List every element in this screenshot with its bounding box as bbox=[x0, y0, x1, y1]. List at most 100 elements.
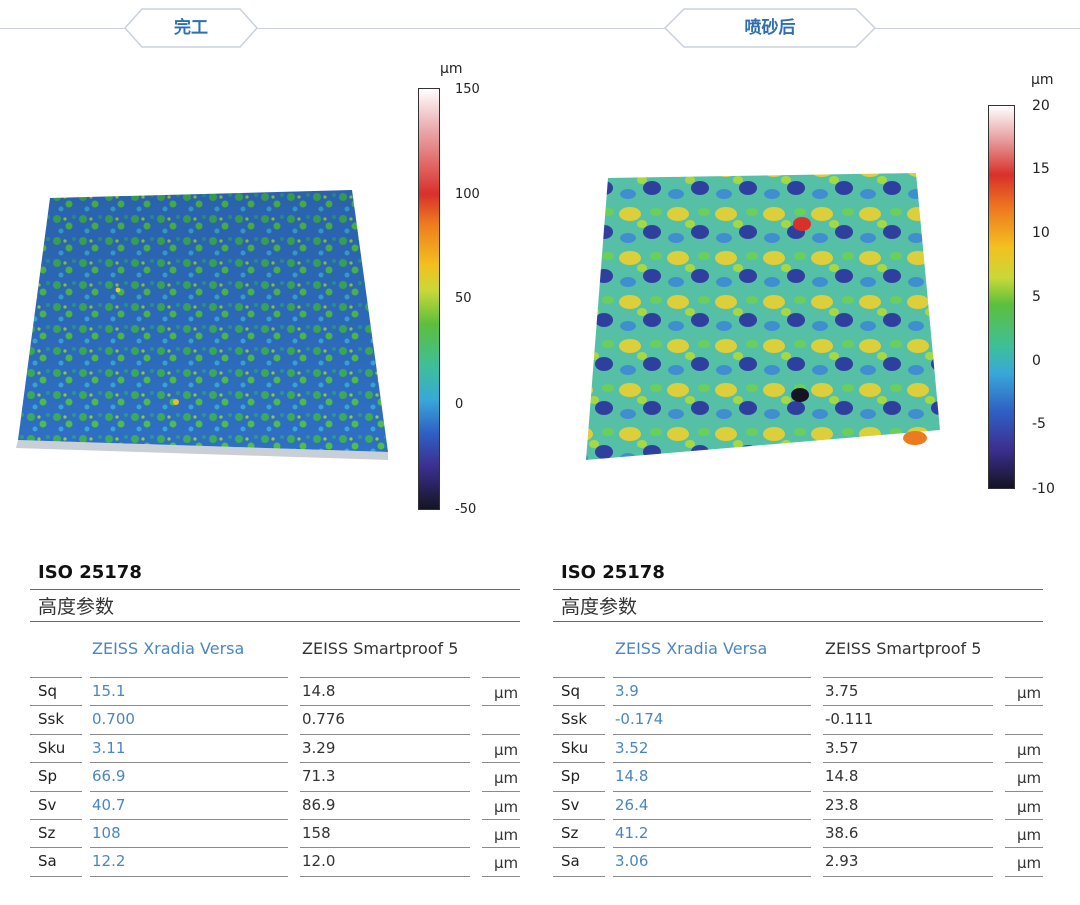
colorbar-tick-right-0: 0 bbox=[1032, 353, 1041, 369]
row-rule bbox=[482, 819, 520, 820]
row-rule bbox=[823, 819, 993, 820]
row-rule bbox=[300, 677, 470, 678]
unit-label: μm bbox=[1017, 798, 1042, 816]
value-xradia: 15.1 bbox=[92, 682, 126, 700]
param-name: Sz bbox=[561, 824, 579, 842]
param-name: Sa bbox=[38, 852, 57, 870]
value-smartproof: 3.75 bbox=[825, 682, 859, 700]
param-name: Sz bbox=[38, 824, 56, 842]
row-rule bbox=[613, 734, 811, 735]
row-rule bbox=[1005, 876, 1043, 877]
row-rule bbox=[553, 734, 605, 735]
header-rule-middle bbox=[252, 28, 670, 29]
row-rule bbox=[1005, 819, 1043, 820]
colorbar-tick-left-150: 150 bbox=[455, 82, 480, 97]
value-xradia: 40.7 bbox=[92, 796, 126, 814]
row-rule bbox=[482, 762, 520, 763]
param-name: Sv bbox=[561, 796, 580, 814]
row-rule bbox=[1005, 734, 1043, 735]
row-rule bbox=[823, 847, 993, 848]
row-rule bbox=[90, 705, 288, 706]
row-rule bbox=[613, 876, 811, 877]
row-rule bbox=[482, 734, 520, 735]
column-header-smartproof: ZEISS Smartproof 5 bbox=[302, 639, 459, 658]
row-rule bbox=[30, 705, 82, 706]
value-smartproof: 38.6 bbox=[825, 824, 859, 842]
divider bbox=[30, 621, 520, 622]
divider bbox=[30, 589, 520, 590]
unit-label: μm bbox=[494, 826, 519, 844]
colorbar-tick-right-15: 15 bbox=[1032, 161, 1050, 177]
value-smartproof: 23.8 bbox=[825, 796, 859, 814]
row-rule bbox=[300, 819, 470, 820]
row-rule bbox=[613, 847, 811, 848]
value-xradia: 108 bbox=[92, 824, 121, 842]
param-name: Ssk bbox=[38, 710, 65, 728]
unit-label: μm bbox=[494, 741, 519, 759]
row-rule bbox=[300, 847, 470, 848]
unit-label: μm bbox=[494, 684, 519, 702]
row-rule bbox=[30, 791, 82, 792]
tag-finished-label: 完工 bbox=[174, 18, 208, 38]
row-rule bbox=[482, 705, 520, 706]
divider bbox=[553, 621, 1043, 622]
iso-standard-title: ISO 25178 bbox=[38, 562, 142, 583]
colorbar-tick-right-10: 10 bbox=[1032, 225, 1050, 241]
row-rule bbox=[300, 705, 470, 706]
unit-label: μm bbox=[1017, 684, 1042, 702]
section-subtitle: 高度参数 bbox=[561, 596, 638, 618]
row-rule bbox=[30, 819, 82, 820]
colorbar-right bbox=[988, 105, 1015, 489]
value-xradia: 12.2 bbox=[92, 852, 126, 870]
row-rule bbox=[482, 876, 520, 877]
surface-image-finished bbox=[0, 170, 400, 470]
value-xradia: 0.700 bbox=[92, 710, 135, 728]
row-rule bbox=[553, 677, 605, 678]
row-rule bbox=[300, 762, 470, 763]
row-rule bbox=[482, 791, 520, 792]
iso-standard-title: ISO 25178 bbox=[561, 562, 665, 583]
row-rule bbox=[482, 677, 520, 678]
row-rule bbox=[90, 791, 288, 792]
row-rule bbox=[613, 819, 811, 820]
row-rule bbox=[30, 734, 82, 735]
value-smartproof: 3.29 bbox=[302, 739, 336, 757]
row-rule bbox=[613, 677, 811, 678]
row-rule bbox=[553, 762, 605, 763]
param-name: Sku bbox=[38, 739, 66, 757]
value-xradia: 3.06 bbox=[615, 852, 649, 870]
row-rule bbox=[1005, 705, 1043, 706]
colorbar-unit-right: μm bbox=[1031, 72, 1054, 88]
row-rule bbox=[823, 876, 993, 877]
row-rule bbox=[482, 847, 520, 848]
row-rule bbox=[553, 819, 605, 820]
divider bbox=[553, 589, 1043, 590]
row-rule bbox=[300, 734, 470, 735]
value-xradia: 41.2 bbox=[615, 824, 649, 842]
column-header-smartproof: ZEISS Smartproof 5 bbox=[825, 639, 982, 658]
value-xradia: 66.9 bbox=[92, 767, 126, 785]
row-rule bbox=[823, 677, 993, 678]
unit-label: μm bbox=[1017, 826, 1042, 844]
row-rule bbox=[90, 677, 288, 678]
row-rule bbox=[553, 791, 605, 792]
unit-label: μm bbox=[494, 769, 519, 787]
colorbar-tick-right-5: 5 bbox=[1032, 289, 1041, 305]
colorbar-tick-right-20: 20 bbox=[1032, 98, 1050, 114]
value-smartproof: 2.93 bbox=[825, 852, 859, 870]
param-name: Sp bbox=[561, 767, 581, 785]
row-rule bbox=[823, 705, 993, 706]
colorbar-tick-right-neg5: -5 bbox=[1032, 416, 1046, 432]
row-rule bbox=[553, 876, 605, 877]
unit-label: μm bbox=[494, 854, 519, 872]
row-rule bbox=[1005, 847, 1043, 848]
header-rule-left bbox=[0, 28, 130, 29]
row-rule bbox=[300, 876, 470, 877]
section-subtitle: 高度参数 bbox=[38, 596, 115, 618]
tag-finished: 完工 bbox=[124, 8, 258, 48]
value-xradia: 3.9 bbox=[615, 682, 639, 700]
value-smartproof: 0.776 bbox=[302, 710, 345, 728]
value-xradia: 3.52 bbox=[615, 739, 649, 757]
colorbar-left bbox=[418, 88, 440, 510]
surface-image-sandblasted bbox=[570, 160, 960, 480]
